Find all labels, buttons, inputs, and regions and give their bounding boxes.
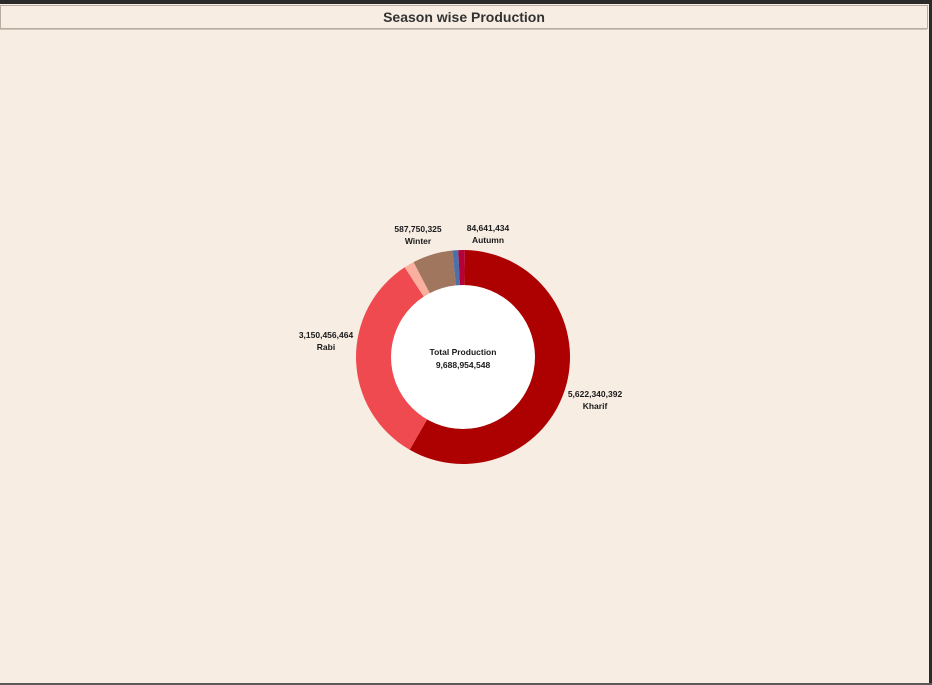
- window-bottom-edge: [0, 683, 932, 685]
- dashboard: Season wise Production Total Production …: [0, 4, 929, 684]
- value-label-winter: 587,750,325: [394, 224, 442, 234]
- donut-hole: [391, 285, 535, 429]
- center-label: Total Production: [430, 347, 497, 357]
- category-label-winter: Winter: [405, 236, 432, 246]
- chart-title: Season wise Production: [383, 9, 545, 25]
- value-label-rabi: 3,150,456,464: [299, 330, 354, 340]
- slice-labels: 5,622,340,392 Kharif 3,150,456,464 Rabi 587,…: [299, 223, 623, 411]
- donut-chart: Total Production 9,688,954,548 5,622,340…: [299, 223, 623, 465]
- title-divider: [0, 29, 927, 30]
- category-label-kharif: Kharif: [583, 401, 608, 411]
- category-label-rabi: Rabi: [317, 342, 335, 352]
- center-value: 9,688,954,548: [436, 360, 491, 370]
- value-label-kharif: 5,622,340,392: [568, 389, 623, 399]
- category-label-autumn: Autumn: [472, 235, 504, 245]
- value-label-autumn: 84,641,434: [467, 223, 510, 233]
- title-bar: Season wise Production: [0, 5, 928, 29]
